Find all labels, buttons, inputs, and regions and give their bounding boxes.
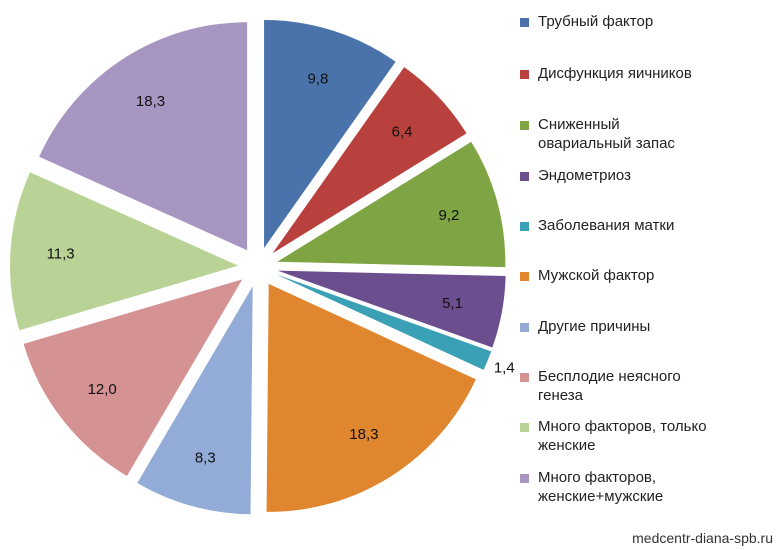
slice-value-label: 18,3	[349, 426, 378, 443]
legend-swatch	[520, 373, 529, 382]
pie-slice	[277, 270, 506, 348]
slice-value-label: 8,3	[195, 450, 216, 467]
legend-swatch	[520, 70, 529, 79]
legend-label: Много факторов, женские+мужские	[538, 469, 664, 505]
legend-swatch	[520, 272, 529, 281]
legend-swatch	[520, 18, 529, 27]
legend-item: Другие причины	[520, 317, 775, 336]
slice-value-label: 9,2	[438, 207, 459, 224]
slice-value-label: 12,0	[88, 381, 117, 398]
legend-item: Бесплодие неясного генеза	[520, 367, 775, 405]
slice-value-label: 6,4	[392, 123, 413, 140]
legend-item: Заболевания матки	[520, 216, 775, 235]
legend-label: Другие причины	[538, 318, 651, 335]
legend-item: Много факторов, только женские	[520, 417, 775, 455]
pie-slice	[264, 19, 396, 248]
legend-item: Сниженный овариальный запас	[520, 115, 775, 153]
legend-label: Мужской фактор	[538, 267, 655, 284]
pie-slice	[39, 22, 248, 251]
slice-value-label: 1,4	[494, 360, 515, 377]
pie-slice	[23, 279, 243, 476]
slice-value-label: 18,3	[136, 93, 165, 110]
pie-slice	[277, 141, 506, 268]
legend-label: Заболевания матки	[538, 217, 675, 234]
legend-label: Дисфункция яичников	[538, 65, 692, 82]
legend-label: Трубный фактор	[538, 13, 654, 30]
legend-swatch	[520, 172, 529, 181]
legend-swatch	[520, 323, 529, 332]
legend-item: Дисфункция яичников	[520, 64, 775, 83]
slice-value-label: 5,1	[442, 295, 463, 312]
legend-label: Бесплодие неясного генеза	[538, 368, 681, 404]
legend-label: Эндометриоз	[538, 167, 631, 184]
slice-value-label: 11,3	[47, 246, 75, 263]
pie-slice	[276, 274, 492, 370]
legend-label: Сниженный овариальный запас	[538, 116, 675, 152]
legend-item: Эндометриоз	[520, 166, 775, 185]
legend-swatch	[520, 423, 529, 432]
pie-slice	[137, 286, 253, 515]
pie-slice	[10, 172, 239, 331]
legend-swatch	[520, 121, 529, 130]
legend-item: Много факторов, женские+мужские	[520, 468, 775, 506]
watermark: medcentr-diana-spb.ru	[632, 530, 773, 546]
legend-item: Мужской фактор	[520, 266, 775, 285]
pie-slice	[272, 67, 467, 254]
legend-swatch	[520, 222, 529, 231]
legend-swatch	[520, 474, 529, 483]
legend-label: Много факторов, только женские	[538, 418, 707, 454]
pie-slice	[266, 283, 476, 512]
slice-value-label: 9,8	[307, 70, 328, 87]
legend-item: Трубный фактор	[520, 12, 775, 31]
